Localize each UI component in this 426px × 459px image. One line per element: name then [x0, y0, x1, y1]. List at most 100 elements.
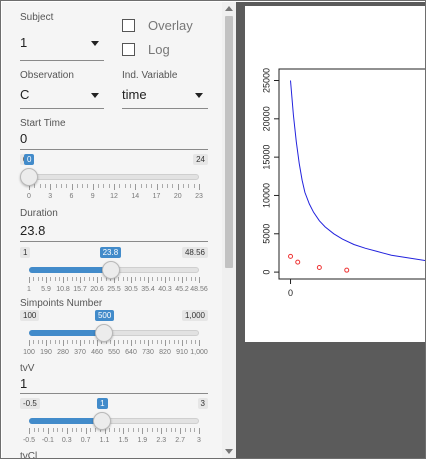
sidebar-panel: Subject 1 Overlay Log Observation C Ind.…: [2, 2, 222, 458]
slider-minor-tick: [33, 340, 35, 344]
slider-minor-tick: [105, 340, 107, 344]
y-tick-label: 10000: [261, 183, 271, 208]
slider-minor-tick: [186, 277, 188, 281]
slider-tick-label: 640: [125, 349, 137, 356]
sidebar-scrollbar[interactable]: [222, 2, 236, 458]
ind-variable-select[interactable]: time: [122, 86, 208, 109]
y-tick-label: 20000: [261, 106, 271, 131]
slider-minor-tick: [58, 277, 60, 281]
slider-minor-tick: [109, 428, 111, 432]
slider-max-label: 3: [197, 398, 208, 409]
overlay-checkbox[interactable]: [122, 19, 135, 32]
slider-minor-tick: [169, 340, 171, 344]
slider-minor-tick: [124, 184, 126, 188]
slider-handle[interactable]: [95, 324, 114, 342]
slider-major-tick: [63, 340, 64, 346]
slider-minor-tick: [67, 277, 69, 281]
slider-major-tick: [85, 428, 87, 434]
slider-minor-tick: [190, 340, 192, 344]
slider-ticks: [29, 184, 200, 192]
log-checkbox[interactable]: [122, 43, 135, 56]
slider-tick-label: 30.5: [124, 286, 138, 293]
slider-major-tick: [199, 184, 200, 190]
observation-point: [316, 265, 322, 271]
slider-minor-tick: [129, 184, 131, 188]
slider-minor-tick: [194, 340, 196, 344]
slider-tick-label: 100: [23, 349, 35, 356]
slider-minor-tick: [66, 184, 68, 188]
slider-minor-tick: [57, 428, 59, 432]
slider-tick-label: 1.5: [118, 437, 129, 444]
slider-minor-tick: [38, 428, 40, 432]
slider-minor-tick: [173, 340, 175, 344]
slider-minor-tick: [122, 340, 124, 344]
slider-fill: [29, 330, 105, 336]
slider-major-tick: [104, 428, 106, 434]
slider-min-label: 1: [20, 247, 31, 258]
simpoints-slider[interactable]: 100 1,000 100 190 280 370 460 550 640 730 820 910 1,…: [20, 310, 208, 360]
slider-track[interactable]: [29, 174, 199, 180]
slider-minor-tick: [98, 184, 100, 188]
slider-minor-tick: [54, 340, 56, 344]
duration-input[interactable]: 23.8: [20, 223, 46, 238]
y-tick-label: 0: [261, 270, 271, 275]
slider-minor-tick: [71, 277, 73, 281]
slider-minor-tick: [165, 428, 167, 432]
observation-underline: [20, 108, 104, 109]
slider-minor-tick: [50, 340, 52, 344]
tvv-slider[interactable]: -0.5 3 -0.5 -0.1 0.3 0.7 1.1 1.5 1.9 2.3 2.7 3 1: [20, 398, 208, 448]
slider-minor-tick: [76, 428, 78, 432]
slider-minor-tick: [84, 277, 86, 281]
slider-major-tick: [29, 340, 30, 346]
chevron-down-icon: [195, 93, 203, 98]
slider-handle[interactable]: [101, 261, 120, 279]
slider-major-tick: [131, 277, 132, 283]
ind-variable-underline: [122, 108, 208, 109]
slider-minor-tick: [189, 428, 191, 432]
slider-handle[interactable]: [93, 412, 112, 430]
observation-select[interactable]: C: [20, 86, 104, 109]
slider-tick-label: 1.1: [99, 437, 110, 444]
slider-major-tick: [80, 340, 81, 346]
slider-value-bubble: 0: [24, 154, 35, 165]
slider-tick-labels: 100 190 280 370 460 550 640 730 820 910 1,000: [23, 349, 208, 359]
slider-minor-tick: [139, 340, 141, 344]
slider-minor-tick: [173, 277, 175, 281]
slider-minor-tick: [108, 184, 110, 188]
scrollbar-thumb[interactable]: [225, 16, 233, 268]
slider-max-label: 24: [193, 154, 208, 165]
slider-minor-tick: [52, 428, 54, 432]
scroll-up-arrow-icon[interactable]: [225, 6, 233, 11]
tvv-input[interactable]: 1: [20, 376, 28, 391]
slider-minor-tick: [140, 184, 142, 188]
slider-tick-labels: 0 3 6 9 12 14 17 20 23: [27, 193, 203, 203]
slider-minor-tick: [132, 428, 134, 432]
slider-min-label: -0.5: [20, 398, 40, 409]
slider-minor-tick: [151, 428, 153, 432]
subject-underline: [20, 60, 104, 61]
subject-label: Subject: [20, 12, 54, 23]
slider-value-bubble: 23.8: [99, 247, 122, 258]
slider-minor-tick: [71, 340, 73, 344]
slider-minor-tick: [169, 277, 171, 281]
slider-tick-label: 17: [152, 193, 161, 200]
slider-major-tick: [46, 340, 47, 346]
slider-minor-tick: [76, 184, 78, 188]
slider-minor-tick: [170, 428, 172, 432]
slider-tick-label: 1.9: [137, 437, 148, 444]
slider-minor-tick: [33, 428, 35, 432]
observation-point: [344, 267, 350, 273]
slider-handle[interactable]: [20, 168, 38, 186]
subject-select[interactable]: 1: [20, 32, 104, 61]
slider-minor-tick: [55, 184, 57, 188]
slider-major-tick: [66, 428, 68, 434]
slider-major-tick: [97, 340, 98, 346]
duration-slider[interactable]: 1 48.56 1 5.9 10.8 15.7 20.6 25.5 30.5 35.4 40.3 45…: [20, 247, 208, 297]
slider-tick-label: 3: [48, 193, 53, 200]
slider-minor-tick: [60, 184, 62, 188]
slider-minor-tick: [139, 277, 141, 281]
concentration-plot: 0 5000 10000 15000 20000 25000 0: [261, 68, 425, 298]
start-time-input[interactable]: 0: [20, 131, 28, 146]
scroll-down-arrow-icon[interactable]: [225, 449, 233, 454]
